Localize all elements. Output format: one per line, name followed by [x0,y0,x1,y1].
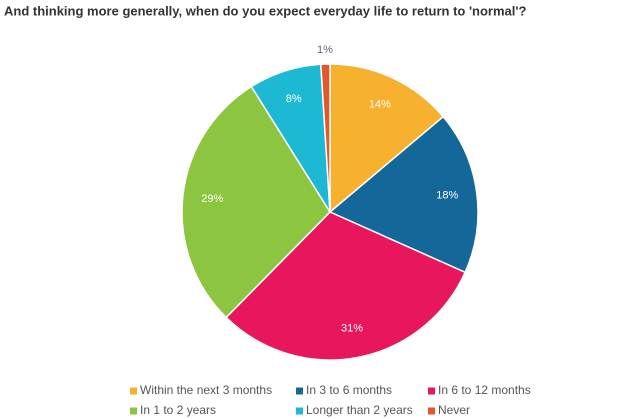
pie-slice [329,63,445,214]
pie-slice [181,85,331,319]
legend-swatch [428,387,435,395]
pie-slice [225,211,467,361]
value-label: 31% [341,322,363,334]
legend-label: Within the next 3 months [140,383,272,397]
chart-title: And thinking more generally, when do you… [4,3,526,18]
value-label: 1% [317,44,333,56]
legend-swatch [296,387,303,395]
pie-slice [320,63,331,213]
value-label: 29% [201,193,223,205]
legend-swatch [130,387,137,395]
legend-label: Never [438,403,470,417]
legend-swatch [428,407,435,415]
legend-label: In 1 to 2 years [140,403,216,417]
legend-swatch [296,407,303,415]
legend-label: Longer than 2 years [306,403,413,417]
pie-slice [328,115,479,274]
value-label: 18% [436,189,458,201]
legend-swatch [130,407,137,415]
legend-label: In 3 to 6 months [306,383,392,397]
legend-label: In 6 to 12 months [438,383,531,397]
value-label: 14% [369,99,391,111]
value-label: 8% [286,93,302,105]
